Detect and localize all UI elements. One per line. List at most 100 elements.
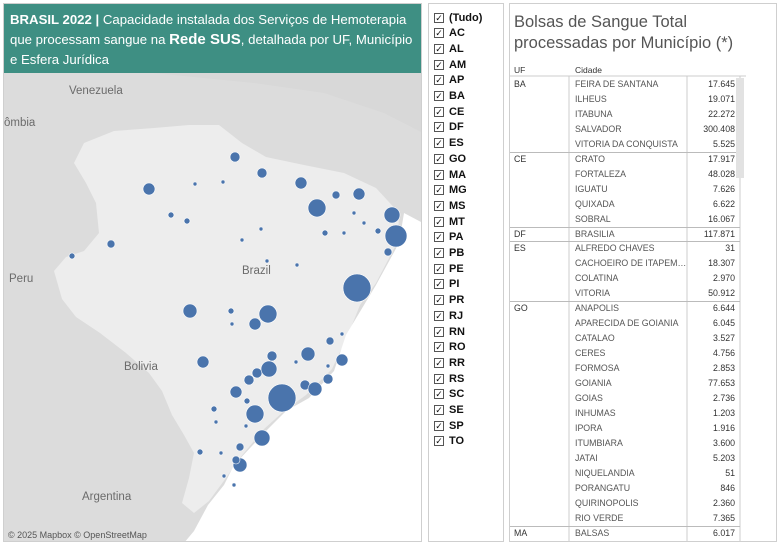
map-bubble[interactable]	[325, 336, 335, 346]
map-area[interactable]: Venezuela ômbia Peru Brazil Bolivia Arge…	[4, 73, 421, 541]
checkbox-icon[interactable]: ✓	[434, 357, 444, 368]
checkbox-icon[interactable]: ✓	[434, 91, 444, 101]
table-row[interactable]: CE CRATO 17.917	[510, 151, 776, 167]
map-bubble[interactable]	[293, 359, 299, 365]
map-bubble[interactable]	[339, 331, 345, 337]
table-row[interactable]: RIO VERDE 7.365	[510, 511, 776, 526]
table-row[interactable]: IPORA 1.916	[510, 421, 776, 436]
table-row[interactable]: IGUATU 7.626	[510, 182, 776, 197]
filter-item-pr[interactable]: ✓ PR	[434, 293, 464, 308]
map-bubble[interactable]	[331, 190, 341, 200]
map-bubble[interactable]	[218, 450, 224, 456]
filter-item-se[interactable]: ✓ SE	[434, 403, 464, 418]
map-bubble[interactable]	[251, 367, 263, 379]
map-bubble[interactable]	[256, 167, 268, 179]
checkbox-icon[interactable]: ✓	[434, 310, 444, 321]
map-bubble[interactable]	[243, 423, 249, 429]
table-row[interactable]: SOBRAL 16.067	[510, 212, 776, 227]
table-row[interactable]: ITUMBIARA 3.600	[510, 436, 776, 451]
filter-item-ba[interactable]: ✓ BA	[434, 89, 465, 104]
checkbox-icon[interactable]: ✓	[434, 420, 444, 431]
map-bubble[interactable]	[192, 181, 198, 187]
filter-item-es[interactable]: ✓ ES	[434, 136, 464, 151]
filter-item-am[interactable]: ✓ AM	[434, 57, 466, 72]
filter-item-mg[interactable]: ✓ MG	[434, 183, 467, 198]
map-bubble[interactable]	[384, 224, 408, 248]
map-bubble[interactable]	[335, 353, 349, 367]
table-row[interactable]: CATALAO 3.527	[510, 331, 776, 346]
map-bubble[interactable]	[210, 405, 218, 413]
filter-item-pb[interactable]: ✓ PB	[434, 246, 464, 261]
map-bubble[interactable]	[182, 303, 198, 319]
table-row[interactable]: GO ANAPOLIS 6.644	[510, 301, 776, 316]
map-bubble[interactable]	[142, 182, 156, 196]
map-bubble[interactable]	[220, 179, 226, 185]
checkbox-icon[interactable]: ✓	[434, 295, 444, 306]
map-bubble[interactable]	[248, 317, 262, 331]
filter-item-pa[interactable]: ✓ PA	[434, 230, 463, 245]
checkbox-icon[interactable]: ✓	[434, 106, 444, 117]
filter-item-ma[interactable]: ✓ MA	[434, 167, 466, 182]
filter-item-sp[interactable]: ✓ SP	[434, 418, 464, 433]
table-row[interactable]: ES ALFREDO CHAVES 31	[510, 241, 776, 256]
checkbox-icon[interactable]: ✓	[434, 200, 444, 211]
table-row[interactable]: BA FEIRA DE SANTANA 17.645	[510, 77, 776, 92]
map-bubble[interactable]	[231, 482, 237, 488]
map-bubble[interactable]	[196, 355, 210, 369]
table-row[interactable]: DF BRASILIA 117.871	[510, 226, 776, 242]
filter-item-mt[interactable]: ✓ MT	[434, 214, 465, 229]
table-row[interactable]: GOIANIA 77.653	[510, 376, 776, 391]
filter-item-all[interactable]: ✓ (Tudo)	[434, 10, 482, 25]
filter-item-df[interactable]: ✓ DF	[434, 120, 464, 135]
filter-item-rn[interactable]: ✓ RN	[434, 324, 465, 339]
map-bubble[interactable]	[352, 187, 366, 201]
table-row[interactable]: PORANGATU 846	[510, 481, 776, 496]
table-row[interactable]: INHUMAS 1.203	[510, 406, 776, 421]
table-row[interactable]: VITORIA 50.912	[510, 286, 776, 301]
map-bubble[interactable]	[325, 363, 331, 369]
map-attribution[interactable]: © 2025 Mapbox © OpenStreetMap	[8, 530, 147, 540]
map-bubble[interactable]	[245, 404, 265, 424]
checkbox-icon[interactable]: ✓	[434, 122, 444, 133]
map-bubble[interactable]	[307, 381, 323, 397]
checkbox-icon[interactable]: ✓	[434, 232, 444, 243]
map-bubble[interactable]	[221, 473, 227, 479]
table-row[interactable]: ITABUNA 22.272	[510, 107, 776, 122]
filter-item-ro[interactable]: ✓ RO	[434, 340, 466, 355]
map-bubble[interactable]	[227, 307, 235, 315]
map-bubble[interactable]	[342, 273, 372, 303]
column-header-uf[interactable]: UF	[514, 65, 526, 75]
filter-item-rj[interactable]: ✓ RJ	[434, 308, 463, 323]
filter-item-ac[interactable]: ✓ AC	[434, 26, 465, 41]
table-row[interactable]: GOIAS 2.736	[510, 391, 776, 406]
map-bubble[interactable]	[196, 448, 204, 456]
map-bubble[interactable]	[231, 455, 241, 465]
checkbox-icon[interactable]: ✓	[434, 436, 444, 447]
map-bubble[interactable]	[294, 262, 300, 268]
map-bubble[interactable]	[260, 360, 278, 378]
map-bubble[interactable]	[258, 226, 264, 232]
checkbox-icon[interactable]: ✓	[434, 279, 444, 290]
table-row[interactable]: JATAI 5.203	[510, 451, 776, 466]
checkbox-icon[interactable]: ✓	[434, 28, 444, 39]
checkbox-icon[interactable]: ✓	[434, 153, 444, 164]
map-bubble[interactable]	[383, 206, 401, 224]
map-bubble[interactable]	[383, 247, 393, 257]
filter-item-pi[interactable]: ✓ PI	[434, 277, 459, 292]
map-bubble[interactable]	[341, 230, 347, 236]
filter-item-ap[interactable]: ✓ AP	[434, 73, 464, 88]
table-row[interactable]: APARECIDA DE GOIANIA 6.045	[510, 316, 776, 331]
map-bubble[interactable]	[322, 373, 334, 385]
table-row[interactable]: VITORIA DA CONQUISTA 5.525	[510, 137, 776, 152]
map-bubble[interactable]	[235, 442, 245, 452]
checkbox-icon[interactable]: ✓	[434, 216, 444, 227]
map-bubble[interactable]	[106, 239, 116, 249]
map-bubble[interactable]	[229, 151, 241, 163]
filter-item-rs[interactable]: ✓ RS	[434, 371, 464, 386]
table-row[interactable]: QUIRINOPOLIS 2.360	[510, 496, 776, 511]
map-bubble[interactable]	[68, 252, 76, 260]
checkbox-icon[interactable]: ✓	[434, 138, 444, 149]
table-row[interactable]: QUIXADA 6.622	[510, 197, 776, 212]
table-row[interactable]: ILHEUS 19.071	[510, 92, 776, 107]
checkbox-icon[interactable]: ✓	[434, 169, 444, 180]
